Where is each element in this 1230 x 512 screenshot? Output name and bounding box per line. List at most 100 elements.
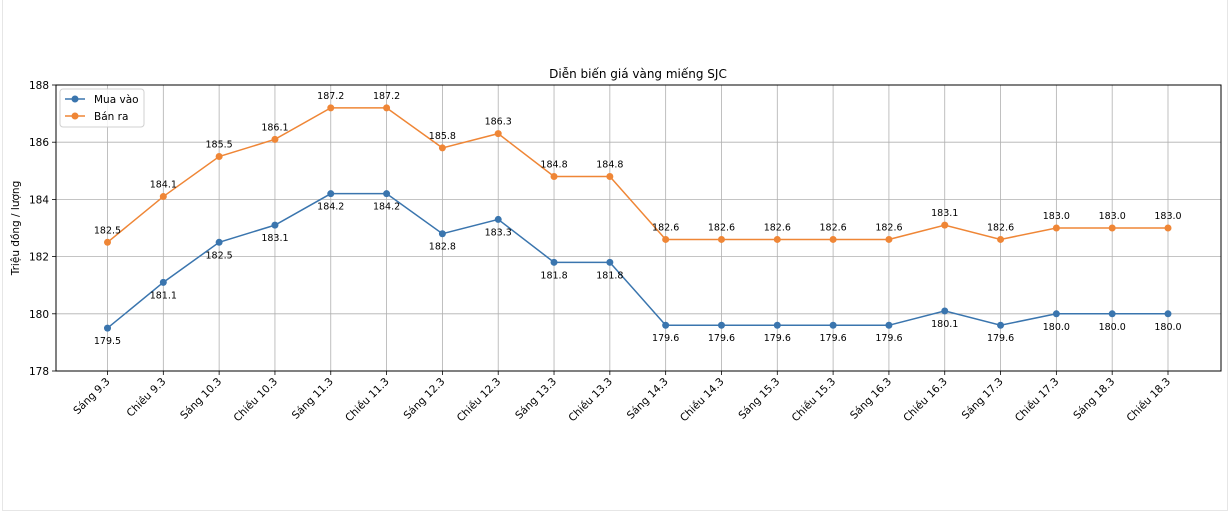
x-tick-label: Sáng 13.3 bbox=[513, 376, 559, 422]
data-label-bán-ra: 182.6 bbox=[987, 222, 1014, 233]
point-bán-ra bbox=[829, 235, 837, 243]
chart-title: Diễn biến giá vàng miếng SJC bbox=[549, 67, 727, 81]
y-tick-label: 188 bbox=[29, 80, 49, 92]
x-tick-label: Sáng 12.3 bbox=[401, 376, 447, 422]
x-tick-label: Sáng 15.3 bbox=[736, 376, 782, 422]
y-tick-label: 178 bbox=[29, 366, 49, 378]
point-mua-vào bbox=[1108, 310, 1116, 318]
point-bán-ra bbox=[383, 104, 391, 112]
point-mua-vào bbox=[550, 258, 558, 266]
data-label-bán-ra: 183.0 bbox=[1043, 211, 1070, 222]
legend: Mua vào Bán ra bbox=[59, 88, 145, 128]
data-label-mua-vào: 179.6 bbox=[820, 333, 847, 344]
point-mua-vào bbox=[104, 324, 111, 332]
data-label-bán-ra: 182.6 bbox=[764, 222, 791, 233]
point-mua-vào bbox=[383, 190, 391, 198]
point-mua-vào bbox=[159, 278, 167, 286]
point-mua-vào bbox=[327, 190, 335, 198]
x-tick-label: Sáng 18.3 bbox=[1071, 376, 1117, 422]
point-bán-ra bbox=[885, 235, 893, 243]
data-label-bán-ra: 183.0 bbox=[1154, 211, 1181, 222]
y-axis-label: Triệu đồng / lượng bbox=[10, 181, 22, 277]
point-bán-ra bbox=[606, 173, 614, 181]
data-label-mua-vào: 181.1 bbox=[150, 290, 177, 301]
x-tick-label: Chiều 15.3 bbox=[790, 376, 839, 425]
point-mua-vào bbox=[1052, 310, 1060, 318]
data-label-bán-ra: 184.8 bbox=[540, 160, 567, 171]
data-label-mua-vào: 184.2 bbox=[373, 202, 400, 213]
data-label-mua-vào: 179.6 bbox=[652, 333, 679, 344]
x-tick-label: Chiều 13.3 bbox=[566, 376, 615, 425]
point-bán-ra bbox=[1052, 224, 1060, 232]
data-label-bán-ra: 182.6 bbox=[820, 222, 847, 233]
point-mua-vào bbox=[773, 321, 781, 329]
y-tick-label: 180 bbox=[29, 309, 49, 321]
x-tick-label: Sáng 17.3 bbox=[960, 376, 1006, 422]
point-mua-vào bbox=[606, 258, 614, 266]
point-bán-ra bbox=[494, 130, 502, 138]
point-mua-vào bbox=[1164, 310, 1172, 318]
point-mua-vào bbox=[271, 221, 279, 229]
data-label-bán-ra: 182.5 bbox=[94, 225, 121, 236]
y-tick-label: 186 bbox=[29, 137, 49, 149]
series-layer bbox=[104, 104, 1172, 332]
point-bán-ra bbox=[662, 235, 670, 243]
data-label-mua-vào: 179.5 bbox=[94, 336, 121, 347]
data-label-mua-vào: 183.1 bbox=[261, 233, 288, 244]
series-line-mua-vào bbox=[107, 192, 1168, 329]
x-tick-label: Chiều 12.3 bbox=[455, 376, 504, 425]
point-bán-ra bbox=[773, 235, 781, 243]
point-bán-ra bbox=[1164, 224, 1172, 232]
data-label-mua-vào: 181.8 bbox=[596, 270, 623, 281]
series-line-bán-ra bbox=[107, 107, 1168, 243]
data-label-mua-vào: 179.6 bbox=[987, 333, 1014, 344]
point-bán-ra bbox=[104, 238, 111, 246]
point-mua-vào bbox=[438, 230, 446, 238]
data-label-bán-ra: 182.6 bbox=[708, 222, 735, 233]
data-label-mua-vào: 180.0 bbox=[1099, 322, 1126, 333]
point-mua-vào bbox=[941, 307, 949, 315]
data-label-mua-vào: 180.1 bbox=[931, 319, 958, 330]
point-bán-ra bbox=[215, 153, 223, 160]
point-bán-ra bbox=[1108, 224, 1116, 232]
point-mua-vào bbox=[717, 321, 725, 329]
data-label-bán-ra: 183.0 bbox=[1099, 211, 1126, 222]
legend-label-mua-vao: Mua vào bbox=[94, 94, 139, 106]
data-label-mua-vào: 180.0 bbox=[1043, 322, 1070, 333]
y-tick-label: 184 bbox=[29, 194, 49, 206]
data-labels: 179.5 181.1 182.5 183.1 184.2 184.2 182.8 183.3… bbox=[94, 91, 1182, 347]
y-tick-label: 182 bbox=[29, 252, 49, 264]
data-label-bán-ra: 187.2 bbox=[317, 91, 344, 102]
data-label-bán-ra: 186.3 bbox=[485, 117, 512, 128]
point-mua-vào bbox=[829, 321, 837, 329]
data-label-bán-ra: 182.6 bbox=[875, 222, 902, 233]
data-label-mua-vào: 181.8 bbox=[540, 270, 567, 281]
x-tick-label: Chiều 17.3 bbox=[1013, 376, 1062, 425]
legend-marker-ban-ra bbox=[71, 112, 79, 120]
data-label-bán-ra: 185.5 bbox=[206, 140, 233, 151]
x-tick-label: Chiều 18.3 bbox=[1125, 376, 1174, 425]
data-label-bán-ra: 182.6 bbox=[652, 222, 679, 233]
data-label-mua-vào: 180.0 bbox=[1154, 322, 1181, 333]
data-label-bán-ra: 184.8 bbox=[596, 160, 623, 171]
x-tick-label: Sáng 14.3 bbox=[625, 376, 671, 422]
data-label-mua-vào: 182.5 bbox=[206, 250, 233, 261]
point-bán-ra bbox=[997, 235, 1005, 243]
point-bán-ra bbox=[271, 135, 279, 143]
data-label-mua-vào: 182.8 bbox=[429, 242, 456, 253]
x-tick-label: Sáng 10.3 bbox=[178, 376, 224, 422]
data-label-mua-vào: 183.3 bbox=[485, 227, 512, 238]
data-label-mua-vào: 179.6 bbox=[875, 333, 902, 344]
x-tick-label: Chiều 16.3 bbox=[901, 376, 950, 425]
point-mua-vào bbox=[494, 215, 502, 223]
point-bán-ra bbox=[159, 193, 167, 201]
x-tick-label: Chiều 9.3 bbox=[125, 376, 169, 420]
x-tick-label: Chiều 10.3 bbox=[231, 376, 280, 425]
legend-label-ban-ra: Bán ra bbox=[94, 111, 128, 123]
data-label-mua-vào: 184.2 bbox=[317, 202, 344, 213]
point-bán-ra bbox=[550, 173, 558, 181]
legend-marker-mua-vao bbox=[71, 95, 79, 103]
x-tick-label: Chiều 11.3 bbox=[343, 376, 392, 425]
